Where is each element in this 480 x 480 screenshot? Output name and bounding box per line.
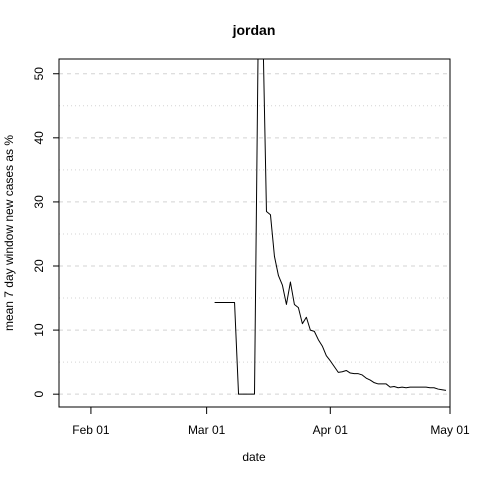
y-tick-label: 0 (32, 391, 46, 398)
x-tick-label: May 01 (430, 423, 470, 437)
chart-title: jordan (232, 22, 276, 38)
y-tick-label: 40 (32, 131, 46, 145)
x-tick-label: Feb 01 (72, 423, 110, 437)
x-axis: Feb 01 Mar 01 Apr 01 May 01 (72, 406, 470, 437)
y-axis-label: mean 7 day window new cases as % (2, 135, 16, 331)
x-tick-label: Mar 01 (188, 423, 226, 437)
y-axis: 0 10 20 30 40 50 (32, 67, 59, 398)
x-axis-label: date (242, 450, 266, 464)
y-tick-label: 50 (32, 67, 46, 81)
plot-area (214, 59, 447, 395)
series-line (214, 59, 447, 395)
y-tick-label: 10 (32, 323, 46, 337)
y-tick-label: 30 (32, 195, 46, 209)
x-tick-label: Apr 01 (313, 423, 349, 437)
series-layer (214, 59, 447, 395)
y-tick-label: 20 (32, 259, 46, 273)
